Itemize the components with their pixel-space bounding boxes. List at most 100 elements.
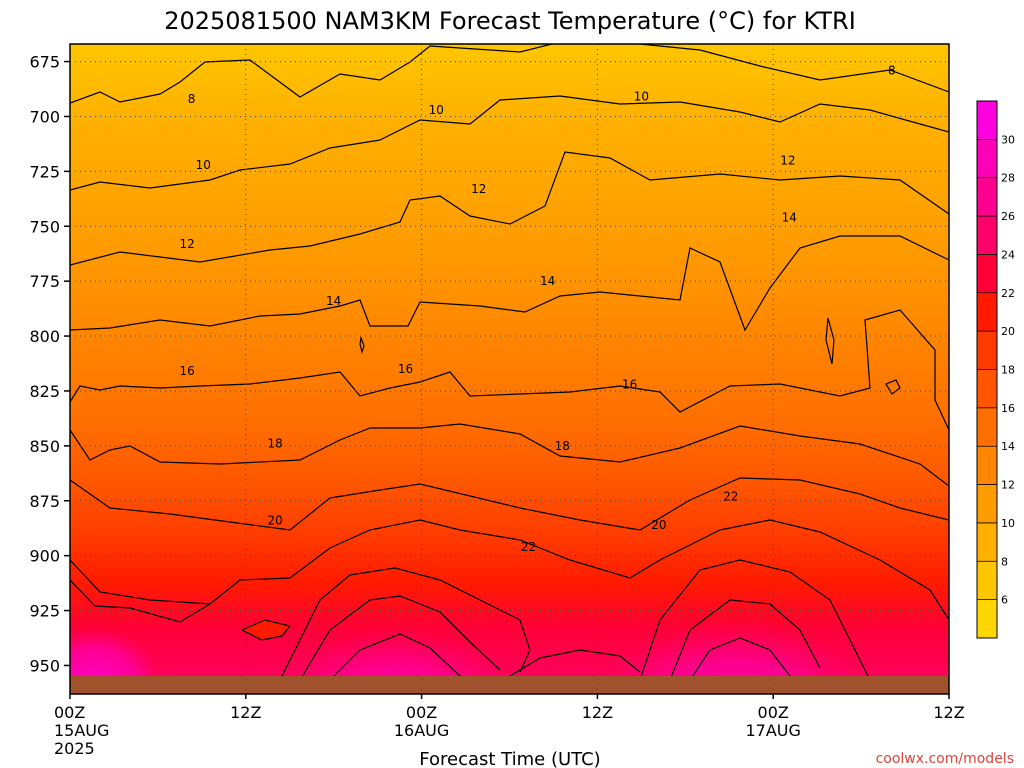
colorbar-label: 12 xyxy=(1001,479,1015,492)
contour-cool-surface xyxy=(509,649,641,677)
svg-text:10: 10 xyxy=(429,103,444,117)
svg-text:20: 20 xyxy=(267,514,282,528)
plot-frame xyxy=(69,43,950,695)
svg-text:12: 12 xyxy=(780,153,795,167)
colorbar: 6 8 10 12 14 16 18 20 22 24 26 28 30 xyxy=(976,100,1015,639)
svg-text:8: 8 xyxy=(888,63,896,77)
warm-core-17aug xyxy=(595,548,875,694)
terrain-band xyxy=(70,676,949,694)
contour-label: 14 xyxy=(540,274,555,288)
svg-text:18: 18 xyxy=(267,437,282,451)
y-tick-label: 900 xyxy=(29,547,60,566)
colorbar-swatch xyxy=(977,599,997,639)
colorbar-swatch xyxy=(977,561,997,601)
contour-12 xyxy=(70,151,949,266)
contour-label: 12 xyxy=(780,153,795,167)
contour-label: 16 xyxy=(622,377,637,391)
contour-label: 10 xyxy=(196,158,211,172)
svg-text:14: 14 xyxy=(540,274,555,288)
colorbar-swatch xyxy=(977,254,997,294)
colorbar-label: 6 xyxy=(1001,594,1008,607)
contour-label: 20 xyxy=(267,514,282,528)
y-tick-label: 875 xyxy=(29,492,60,511)
colorbar-label: 30 xyxy=(1001,133,1015,146)
x-tick-label: 17AUG xyxy=(745,721,800,740)
colorbar-swatch xyxy=(977,292,997,332)
colorbar-label: 10 xyxy=(1001,517,1015,530)
colorbar-label: 14 xyxy=(1001,440,1015,453)
contour-label: 22 xyxy=(521,540,536,554)
contour-cold-pocket xyxy=(240,619,292,641)
contour-20 xyxy=(70,477,949,531)
x-tick-label: 16AUG xyxy=(394,721,449,740)
contour-label: 8 xyxy=(888,63,896,77)
contour-label: 14 xyxy=(326,294,341,308)
colorbar-label: 8 xyxy=(1001,555,1008,568)
contour-10 xyxy=(70,95,949,191)
x-tick-label: 00Z xyxy=(54,703,85,722)
contour-label: 12 xyxy=(180,237,195,251)
svg-text:22: 22 xyxy=(723,489,738,503)
plot-area: 8 8 10 10 10 12 12 12 14 14 14 16 16 16 18 18 20 20 22 22 xyxy=(70,44,949,694)
x-tick-label: 12Z xyxy=(582,703,613,722)
chart-title: 2025081500 NAM3KM Forecast Temperature (… xyxy=(164,7,856,35)
contour-label: 22 xyxy=(723,489,738,503)
colorbar-swatch xyxy=(977,331,997,370)
y-tick-label: 750 xyxy=(29,217,60,236)
x-tick-label: 00Z xyxy=(758,703,789,722)
colorbar-swatch xyxy=(977,484,997,524)
contour-28b xyxy=(689,637,791,681)
credit-link[interactable]: coolwx.com/models xyxy=(876,751,1014,767)
contour-label: 8 xyxy=(188,92,196,106)
contour-label: 10 xyxy=(634,90,649,104)
colorbar-swatch xyxy=(977,522,997,562)
x-axis-label: Forecast Time (UTC) xyxy=(419,749,600,768)
svg-text:8: 8 xyxy=(188,92,196,106)
x-tick-label: 12Z xyxy=(230,703,261,722)
x-tick-label: 15AUG xyxy=(54,721,109,740)
colorbar-swatch xyxy=(977,177,997,217)
y-tick-label: 925 xyxy=(29,602,60,621)
colorbar-label: 20 xyxy=(1001,325,1015,338)
contour-24b xyxy=(639,559,871,681)
contour-label: 18 xyxy=(267,437,282,451)
colorbar-label: 28 xyxy=(1001,172,1015,185)
colorbar-label: 18 xyxy=(1001,364,1015,377)
contour-labels: 8 8 10 10 10 12 12 12 14 14 14 16 16 16 18 18 20 20 22 22 xyxy=(180,63,896,554)
y-tick-label: 725 xyxy=(29,162,60,181)
contour-24c xyxy=(70,579,211,623)
colorbar-swatch xyxy=(977,216,997,255)
y-tick-label: 950 xyxy=(29,656,60,675)
contour-label: 16 xyxy=(180,364,195,378)
y-tick-label: 775 xyxy=(29,272,60,291)
contour-26 xyxy=(299,595,501,681)
svg-text:16: 16 xyxy=(180,364,195,378)
svg-text:10: 10 xyxy=(196,158,211,172)
y-tick-label: 800 xyxy=(29,327,60,346)
colorbar-label: 22 xyxy=(1001,287,1015,300)
contour-18 xyxy=(70,423,949,487)
y-axis: 675 700 725 750 775 800 825 850 875 900 925 950 xyxy=(29,53,70,675)
y-tick-label: 675 xyxy=(29,53,60,72)
contour-lines xyxy=(70,44,949,681)
contour-14 xyxy=(70,235,949,332)
contour-loop-800 xyxy=(825,317,835,365)
svg-text:18: 18 xyxy=(555,439,570,453)
svg-text:14: 14 xyxy=(782,210,797,224)
svg-text:16: 16 xyxy=(622,377,637,391)
y-tick-label: 850 xyxy=(29,437,60,456)
contour-label: 10 xyxy=(429,103,444,117)
svg-text:12: 12 xyxy=(471,182,486,196)
grid-lines xyxy=(70,44,949,694)
svg-text:20: 20 xyxy=(651,518,666,532)
svg-text:14: 14 xyxy=(326,294,341,308)
contour-28 xyxy=(329,633,461,681)
colorbar-label: 24 xyxy=(1001,248,1015,261)
colorbar-swatch xyxy=(977,139,997,179)
contour-label: 12 xyxy=(471,182,486,196)
y-tick-label: 825 xyxy=(29,382,60,401)
contour-16 xyxy=(70,309,949,431)
contour-loop-795 xyxy=(359,335,365,355)
